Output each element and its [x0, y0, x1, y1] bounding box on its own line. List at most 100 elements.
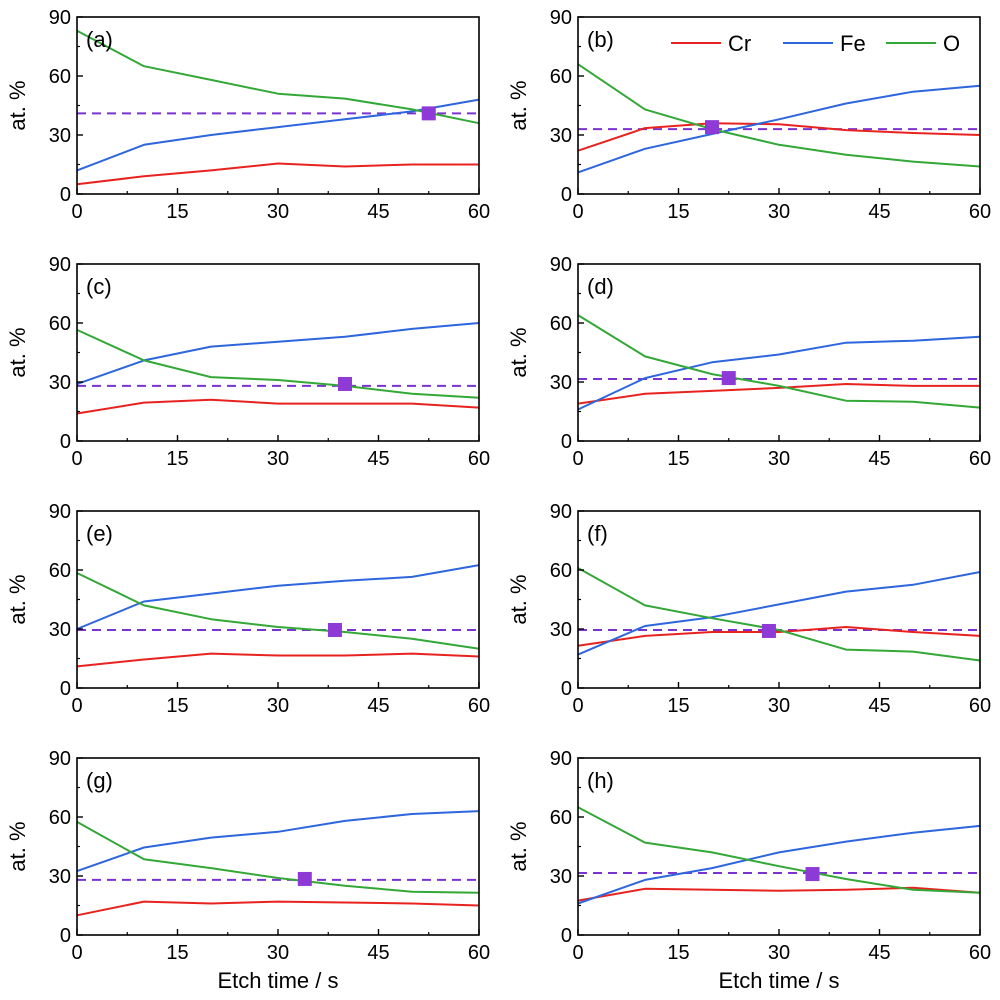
series-line-cr-b	[577, 122, 981, 152]
x-tick-label-d: 60	[969, 448, 991, 470]
crossover-marker-f	[761, 623, 776, 638]
x-tick-label-b: 15	[667, 201, 689, 223]
panel-label-h: (h)	[587, 768, 614, 793]
y-tick-label-c: 30	[49, 372, 71, 394]
y-tick-label-f: 90	[550, 501, 572, 523]
y-tick-label-e: 30	[49, 619, 71, 641]
series-line-fe-e	[76, 564, 480, 630]
x-tick-label-a: 15	[166, 201, 188, 223]
y-tick-label-b: 0	[561, 184, 572, 206]
panel-label-b: (b)	[587, 27, 614, 52]
crossover-marker-c	[338, 376, 352, 391]
x-tick-label-b: 0	[572, 201, 583, 223]
crossover-marker-g	[297, 871, 312, 886]
plot-frame-f	[577, 510, 981, 689]
panel-h: 0 15 30 45 60 0 30 60 90 at. % Etch time / s (h)	[506, 748, 991, 993]
x-tick-label-h: 0	[572, 942, 583, 964]
panel-e: 0 15 30 45 60 0 30 60 90 at. % (e)	[5, 501, 490, 717]
series-line-fe-h	[577, 824, 981, 905]
x-axis-title-h: Etch time / s	[718, 968, 839, 993]
x-tick-label-b: 45	[868, 201, 890, 223]
series-line-fe-g	[76, 810, 480, 873]
panel-b: 0 15 30 45 60 0 30 60 90 at. % (b)	[506, 7, 991, 223]
y-axis-title-g: at. %	[5, 821, 30, 871]
plot-frame-a	[76, 16, 480, 195]
x-tick-label-a: 30	[267, 201, 289, 223]
panel-label-a: (a)	[86, 27, 113, 52]
series-line-cr-e	[76, 652, 480, 668]
series-line-cr-g	[76, 900, 480, 917]
y-axis-title-a: at. %	[5, 80, 30, 130]
x-tick-label-g: 45	[367, 942, 389, 964]
x-tick-label-d: 15	[667, 448, 689, 470]
panel-g: 0 15 30 45 60 0 30 60 90 at. % Etch time / s (g)	[5, 748, 490, 993]
x-tick-label-f: 15	[667, 695, 689, 717]
y-axis-title-d: at. %	[506, 327, 531, 377]
y-tick-label-e: 0	[60, 678, 71, 700]
x-tick-label-c: 60	[468, 448, 490, 470]
y-tick-label-f: 60	[550, 560, 572, 582]
x-tick-label-g: 60	[468, 942, 490, 964]
series-line-fe-f	[577, 571, 981, 656]
y-tick-label-e: 90	[49, 501, 71, 523]
x-tick-label-d: 45	[868, 448, 890, 470]
panel-f: 0 15 30 45 60 0 30 60 90 at. % (f)	[506, 501, 991, 717]
legend: Cr Fe O	[671, 31, 960, 56]
crossover-marker-e	[327, 622, 342, 637]
y-tick-label-g: 60	[49, 807, 71, 829]
series-line-o-g	[76, 821, 480, 894]
series-line-o-a	[76, 29, 480, 125]
series-line-fe-c	[76, 322, 480, 385]
x-tick-label-g: 0	[71, 942, 82, 964]
y-tick-label-d: 30	[550, 372, 572, 394]
x-tick-label-e: 30	[267, 695, 289, 717]
x-tick-label-a: 45	[367, 201, 389, 223]
y-axis-title-f: at. %	[506, 574, 531, 624]
x-tick-label-c: 15	[166, 448, 188, 470]
series-line-cr-h	[577, 886, 981, 902]
panel-a: 0 15 30 45 60 0 30 60 90 at. % (a)	[5, 7, 490, 223]
y-tick-label-g: 0	[60, 925, 71, 947]
x-tick-label-h: 45	[868, 942, 890, 964]
x-tick-label-f: 45	[868, 695, 890, 717]
y-tick-label-c: 60	[49, 313, 71, 335]
y-tick-label-f: 0	[561, 678, 572, 700]
series-line-fe-b	[577, 84, 981, 174]
y-tick-label-b: 60	[550, 66, 572, 88]
y-tick-label-d: 0	[561, 431, 572, 453]
x-axis-title-g: Etch time / s	[217, 968, 338, 993]
x-tick-label-g: 15	[166, 942, 188, 964]
x-tick-label-f: 60	[969, 695, 991, 717]
y-axis-title-b: at. %	[506, 80, 531, 130]
series-line-fe-a	[76, 98, 480, 172]
y-tick-label-g: 90	[49, 748, 71, 770]
y-axis-title-e: at. %	[5, 574, 30, 624]
crossover-marker-a	[421, 106, 436, 121]
panel-label-c: (c)	[86, 274, 112, 299]
plot-frame-h	[577, 757, 981, 936]
legend-label-o: O	[943, 31, 960, 56]
y-tick-label-e: 60	[49, 560, 71, 582]
x-tick-label-g: 30	[267, 942, 289, 964]
plot-frame-g	[76, 757, 480, 936]
x-tick-label-e: 0	[71, 695, 82, 717]
y-tick-label-b: 30	[550, 125, 572, 147]
series-line-cr-a	[76, 162, 479, 186]
y-tick-label-c: 0	[60, 431, 71, 453]
y-tick-label-f: 30	[550, 619, 572, 641]
y-tick-label-a: 30	[49, 125, 71, 147]
plot-frame-e	[76, 510, 480, 689]
y-tick-label-c: 90	[49, 254, 71, 276]
legend-label-cr: Cr	[728, 31, 751, 56]
x-tick-label-e: 45	[367, 695, 389, 717]
y-tick-label-a: 0	[60, 184, 71, 206]
x-tick-label-d: 30	[768, 448, 790, 470]
x-tick-label-a: 0	[71, 201, 82, 223]
series-line-o-b	[577, 63, 981, 168]
series-line-cr-f	[577, 626, 981, 647]
series-line-cr-d	[577, 383, 980, 405]
crossover-marker-b	[705, 120, 719, 135]
y-tick-label-h: 0	[561, 925, 572, 947]
panel-d: 0 15 30 45 60 0 30 60 90 at. % (d)	[506, 254, 991, 470]
legend-label-fe: Fe	[840, 31, 866, 56]
